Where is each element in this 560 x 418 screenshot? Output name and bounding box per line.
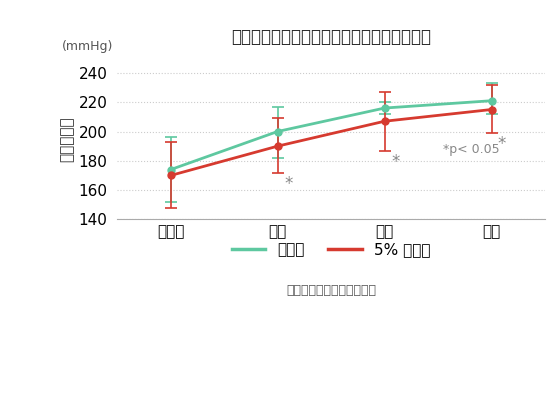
Text: *: * (284, 175, 292, 193)
Text: *: * (498, 135, 506, 153)
Title: 動物試験　血圧が自然に上がるラットで比較: 動物試験 血圧が自然に上がるラットで比較 (231, 28, 431, 46)
Text: *p< 0.05: *p< 0.05 (444, 143, 500, 155)
Text: （各群で食塩含量は同じ）: （各群で食塩含量は同じ） (286, 284, 376, 297)
Text: *: * (391, 153, 399, 171)
Text: (mmHg): (mmHg) (62, 41, 113, 54)
Legend: 食塩水, 5% 味噌水: 食塩水, 5% 味噌水 (226, 236, 436, 263)
Y-axis label: 収縮期血圧: 収縮期血圧 (60, 116, 75, 162)
